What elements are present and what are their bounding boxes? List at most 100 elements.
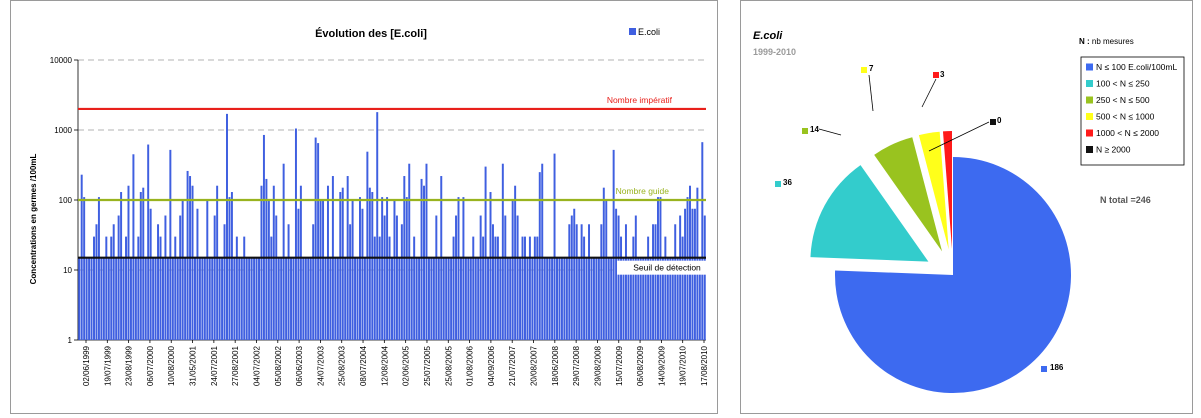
bar	[164, 215, 167, 340]
bar	[122, 257, 125, 340]
x-tick-label: 10/08/2000	[167, 345, 176, 386]
y-tick-label: 10000	[50, 56, 73, 65]
bar	[216, 185, 219, 340]
bar	[179, 215, 182, 340]
bar	[580, 224, 583, 340]
reference-label-bg	[617, 260, 717, 275]
bar	[270, 236, 273, 340]
bar	[125, 236, 128, 340]
bar	[388, 236, 391, 340]
bar	[322, 200, 325, 340]
bar	[400, 224, 403, 340]
bar	[297, 208, 300, 340]
bar	[472, 236, 475, 340]
bar	[117, 215, 120, 340]
bar	[570, 215, 573, 340]
pie-leader-line	[928, 121, 990, 152]
bar	[408, 163, 411, 340]
bar	[560, 257, 563, 340]
bar	[161, 257, 164, 340]
bar	[230, 192, 233, 340]
bar	[588, 224, 591, 340]
bar	[309, 257, 312, 340]
bar	[395, 215, 398, 340]
x-tick-label: 23/08/1999	[125, 345, 134, 386]
bar	[351, 200, 354, 340]
bar	[85, 257, 88, 340]
bar	[462, 197, 465, 340]
bar	[233, 257, 236, 340]
bar	[669, 257, 672, 340]
bar	[487, 257, 490, 340]
bar	[147, 144, 150, 340]
pie-label-swatch	[933, 72, 939, 78]
bar	[287, 224, 290, 340]
bar	[368, 187, 371, 340]
x-tick-label: 04/09/2006	[487, 345, 496, 386]
pie-chart: E.coli 1999-2010 N : nb mesures N ≤ 100 …	[753, 30, 1185, 393]
bar	[511, 200, 514, 340]
pie-data-label: 0	[997, 116, 1002, 125]
bar	[501, 163, 504, 340]
bar	[595, 257, 598, 340]
bar	[489, 192, 492, 340]
x-tick-label: 15/07/2009	[615, 345, 624, 386]
bar	[139, 192, 142, 340]
pie-slice	[918, 131, 949, 250]
pie-legend-box	[1080, 56, 1185, 166]
pie-leader-line	[921, 78, 937, 108]
x-tick-label: 01/08/2006	[466, 345, 475, 386]
bar	[425, 163, 428, 340]
bar	[137, 236, 140, 340]
bar	[452, 236, 455, 340]
bar	[196, 208, 199, 340]
bar	[676, 257, 679, 340]
bar	[556, 257, 558, 340]
bar	[381, 197, 384, 340]
bar	[543, 257, 546, 340]
bar	[95, 224, 98, 340]
pie-slice	[835, 157, 1071, 393]
bar	[558, 257, 561, 340]
bar	[526, 257, 529, 340]
bar	[541, 163, 544, 340]
bar	[258, 257, 260, 340]
bar	[294, 128, 297, 340]
bar	[459, 257, 462, 340]
bar	[585, 257, 588, 340]
bar	[235, 236, 238, 340]
bar	[420, 178, 423, 340]
bar	[356, 257, 359, 340]
bar	[184, 257, 187, 340]
x-tick-label: 06/07/2000	[146, 345, 155, 386]
bar	[457, 197, 460, 340]
bar	[447, 257, 450, 340]
bar	[78, 257, 81, 340]
x-tick-label: 08/07/2004	[359, 345, 368, 386]
bar	[378, 236, 381, 340]
bar	[671, 257, 674, 340]
bar	[280, 257, 283, 340]
bar	[213, 215, 216, 340]
bar	[341, 187, 344, 340]
bar	[637, 257, 640, 340]
pie-label-swatch	[990, 119, 996, 125]
bar	[358, 197, 361, 340]
bar	[221, 257, 224, 340]
reference-label: Seuil de détection	[633, 263, 701, 273]
x-tick-label: 19/07/2010	[679, 345, 688, 386]
x-tick-label: 25/07/2005	[423, 345, 432, 386]
bar	[363, 257, 366, 340]
bar	[157, 224, 160, 340]
y-tick-label: 10	[63, 266, 72, 275]
bar	[203, 257, 206, 340]
bar	[432, 257, 435, 340]
bar	[474, 257, 477, 340]
bar	[304, 257, 307, 340]
bar	[159, 236, 162, 340]
bar	[198, 257, 201, 340]
x-tick-label: 02/06/2005	[402, 345, 411, 386]
bar	[376, 112, 379, 341]
bar	[88, 257, 91, 340]
bar	[553, 153, 556, 340]
